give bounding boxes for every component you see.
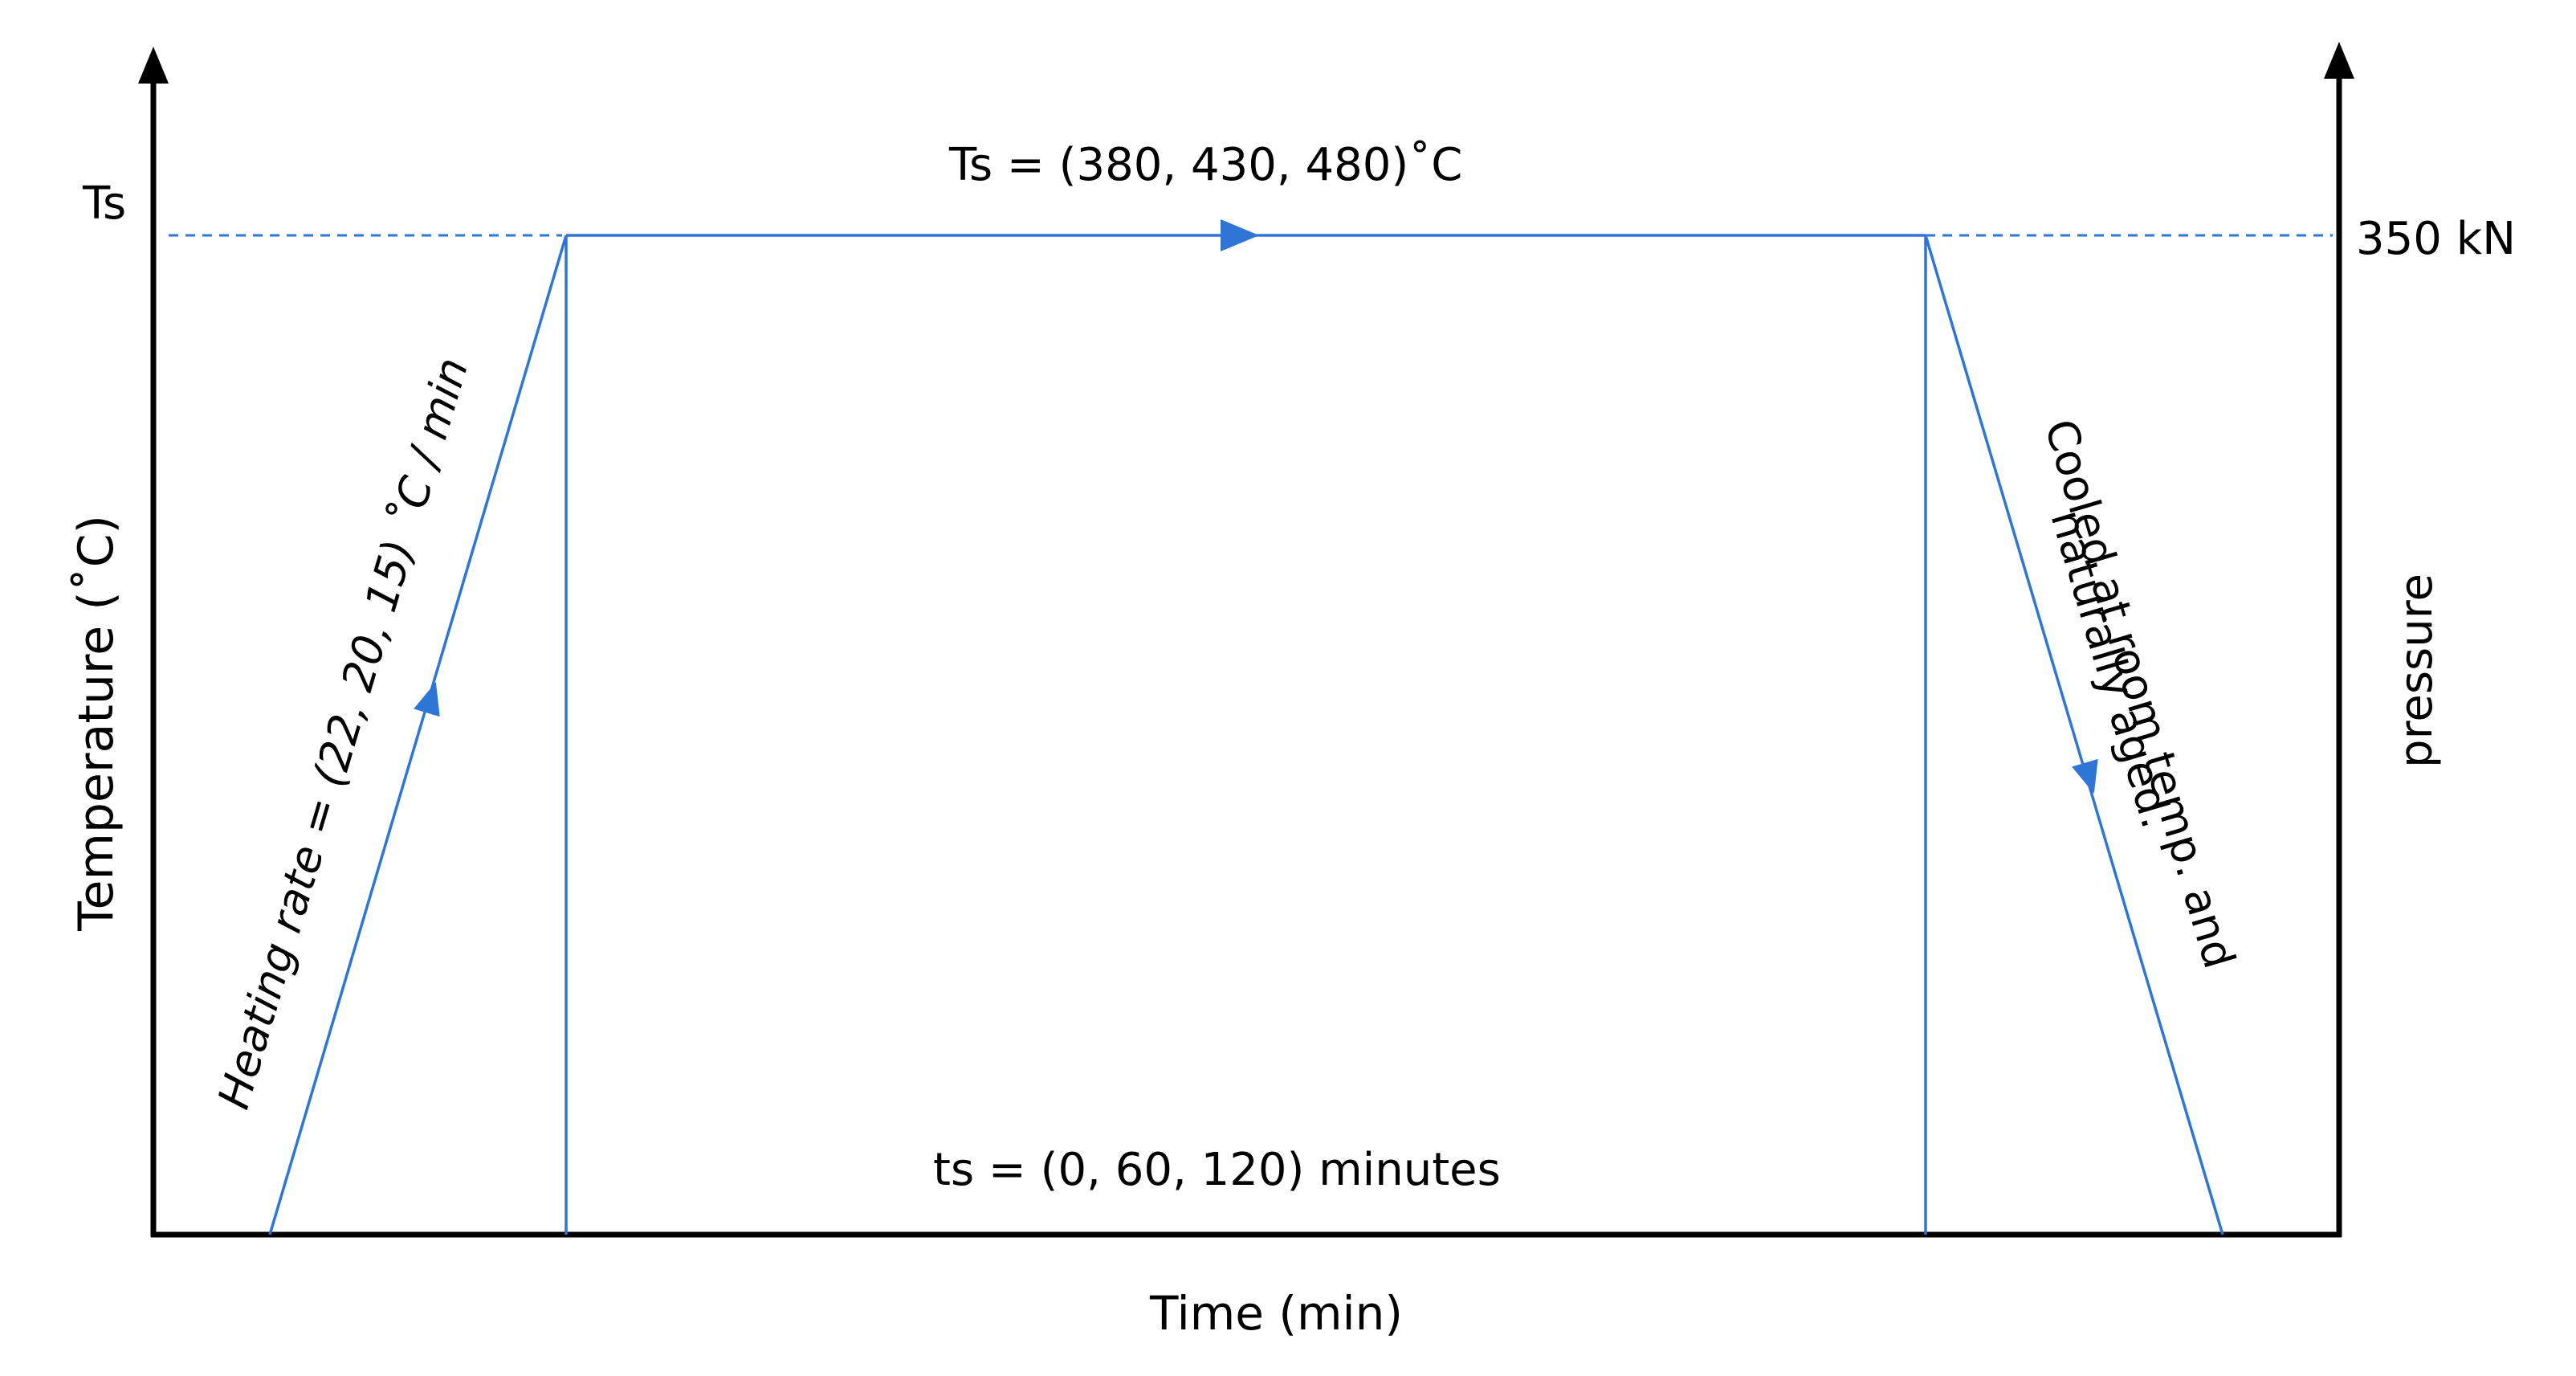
heating-ramp [268, 235, 568, 1235]
axes [138, 42, 2354, 1238]
ts-tick-label: Ts [82, 178, 126, 230]
thermal-profile [268, 234, 2224, 1235]
y-axis-right-label: pressure [2391, 574, 2443, 768]
hold-time-label: ts = (0, 60, 120) minutes [933, 1144, 1501, 1196]
x-axis-label: Time (min) [1149, 1286, 1403, 1341]
right-axis-arrow-icon [2324, 42, 2354, 79]
cooling-ramp [1924, 235, 2224, 1235]
labels: Ts 350 kN Ts = (380, 430, 480)˚C ts = (0… [68, 139, 2516, 1341]
heating-arrow-icon [414, 681, 440, 717]
hold-temperature-label: Ts = (380, 430, 480)˚C [948, 139, 1462, 191]
pressure-value-label: 350 kN [2356, 213, 2516, 265]
hold-arrow-icon [1221, 219, 1259, 251]
direction-arrows [414, 219, 2098, 794]
cooling-arrow-icon [2072, 758, 2098, 794]
left-axis-arrow-icon [138, 47, 169, 84]
heating-rate-label: Heating rate = (22, 20, 15) ˚C / min [208, 352, 478, 1114]
y-axis-left-label: Temperature (˚C) [68, 515, 124, 932]
